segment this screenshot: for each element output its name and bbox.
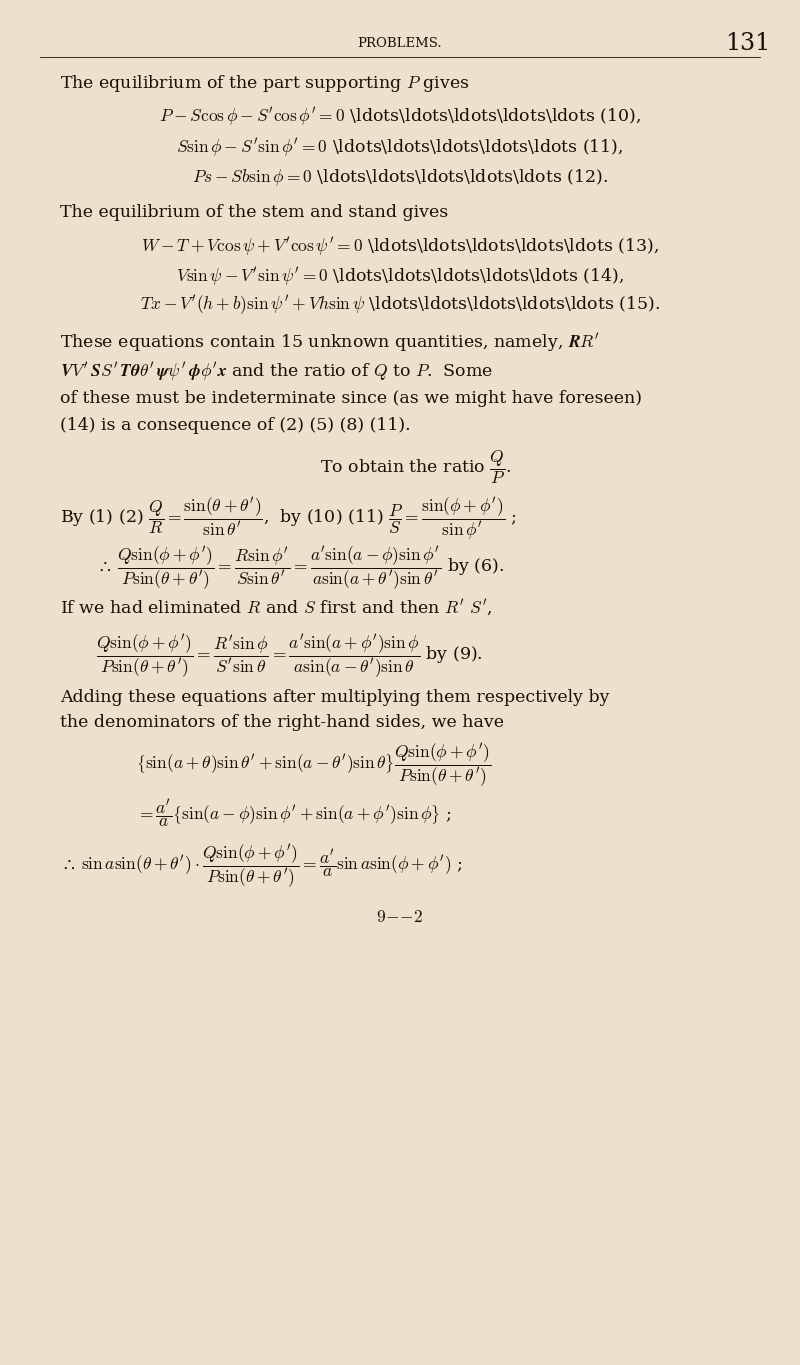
Text: $\therefore\;\dfrac{Q\sin(\phi+\phi')}{P\sin(\theta+\theta')} = \dfrac{R\sin\phi: $\therefore\;\dfrac{Q\sin(\phi+\phi')}{P… [96,545,504,591]
Text: $= \dfrac{a'}{a}\left\{\sin(a-\phi)\sin\phi' + \sin(a+\phi')\sin\phi\right\}$ ;: $= \dfrac{a'}{a}\left\{\sin(a-\phi)\sin\… [136,797,451,830]
Text: Adding these equations after multiplying them respectively by: Adding these equations after multiplying… [60,689,610,706]
Text: The equilibrium of the part supporting $P$ gives: The equilibrium of the part supporting $… [60,72,470,94]
Text: $Tx - V'(h+b)\sin\psi' + Vh\sin\psi$ \ldots\ldots\ldots\ldots\ldots (15).: $Tx - V'(h+b)\sin\psi' + Vh\sin\psi$ \ld… [140,295,660,317]
Text: $W - T + V\cos\psi + V'\cos\psi' = 0$ \ldots\ldots\ldots\ldots\ldots (13),: $W - T + V\cos\psi + V'\cos\psi' = 0$ \l… [141,236,659,258]
Text: $\boldsymbol{VV'\,SS'\,T\theta\theta'\,\psi\psi'\,\phi\phi'x}$ and the ratio of : $\boldsymbol{VV'\,SS'\,T\theta\theta'\,\… [60,360,493,382]
Text: By (1) (2) $\dfrac{Q}{R} = \dfrac{\sin(\theta+\theta')}{\sin\theta'}$,  by (10) : By (1) (2) $\dfrac{Q}{R} = \dfrac{\sin(\… [60,495,517,542]
Text: $9\!-\!\!-\!2$: $9\!-\!\!-\!2$ [376,909,424,925]
Text: $Ps - Sb\sin\phi = 0$ \ldots\ldots\ldots\ldots\ldots (12).: $Ps - Sb\sin\phi = 0$ \ldots\ldots\ldots… [192,167,608,188]
Text: If we had eliminated $R$ and $S$ first and then $R'$ $S'$,: If we had eliminated $R$ and $S$ first a… [60,598,493,617]
Text: of these must be indeterminate since (as we might have foreseen): of these must be indeterminate since (as… [60,390,642,407]
Text: $V\sin\psi - V'\sin\psi' = 0$ \ldots\ldots\ldots\ldots\ldots (14),: $V\sin\psi - V'\sin\psi' = 0$ \ldots\ldo… [176,265,624,288]
Text: the denominators of the right-hand sides, we have: the denominators of the right-hand sides… [60,714,504,730]
Text: To obtain the ratio $\dfrac{Q}{P}$.: To obtain the ratio $\dfrac{Q}{P}$. [320,448,512,486]
Text: These equations contain 15 unknown quantities, namely, $\boldsymbol{RR'}$: These equations contain 15 unknown quant… [60,332,600,354]
Text: $\dfrac{Q\sin(\phi+\phi')}{P\sin(\theta+\theta')} = \dfrac{R'\sin\phi}{S'\sin\th: $\dfrac{Q\sin(\phi+\phi')}{P\sin(\theta+… [96,633,482,680]
Text: $\therefore\;\sin a\sin(\theta+\theta') \cdot \dfrac{Q\sin(\phi+\phi')}{P\sin(\t: $\therefore\;\sin a\sin(\theta+\theta') … [60,844,462,890]
Text: (14) is a consequence of (2) (5) (8) (11).: (14) is a consequence of (2) (5) (8) (11… [60,418,410,434]
Text: The equilibrium of the stem and stand gives: The equilibrium of the stem and stand gi… [60,203,448,221]
Text: $P - S\cos\phi - S'\cos\phi' = 0$ \ldots\ldots\ldots\ldots\ldots (10),: $P - S\cos\phi - S'\cos\phi' = 0$ \ldots… [159,105,641,128]
Text: PROBLEMS.: PROBLEMS. [358,37,442,51]
Text: $S\sin\phi - S'\sin\phi' = 0$ \ldots\ldots\ldots\ldots\ldots (11),: $S\sin\phi - S'\sin\phi' = 0$ \ldots\ldo… [176,136,624,158]
Text: $\left\{\sin(a+\theta)\sin\theta' + \sin(a-\theta')\sin\theta\right\}\dfrac{Q\si: $\left\{\sin(a+\theta)\sin\theta' + \sin… [136,743,491,789]
Text: 131: 131 [726,33,770,55]
